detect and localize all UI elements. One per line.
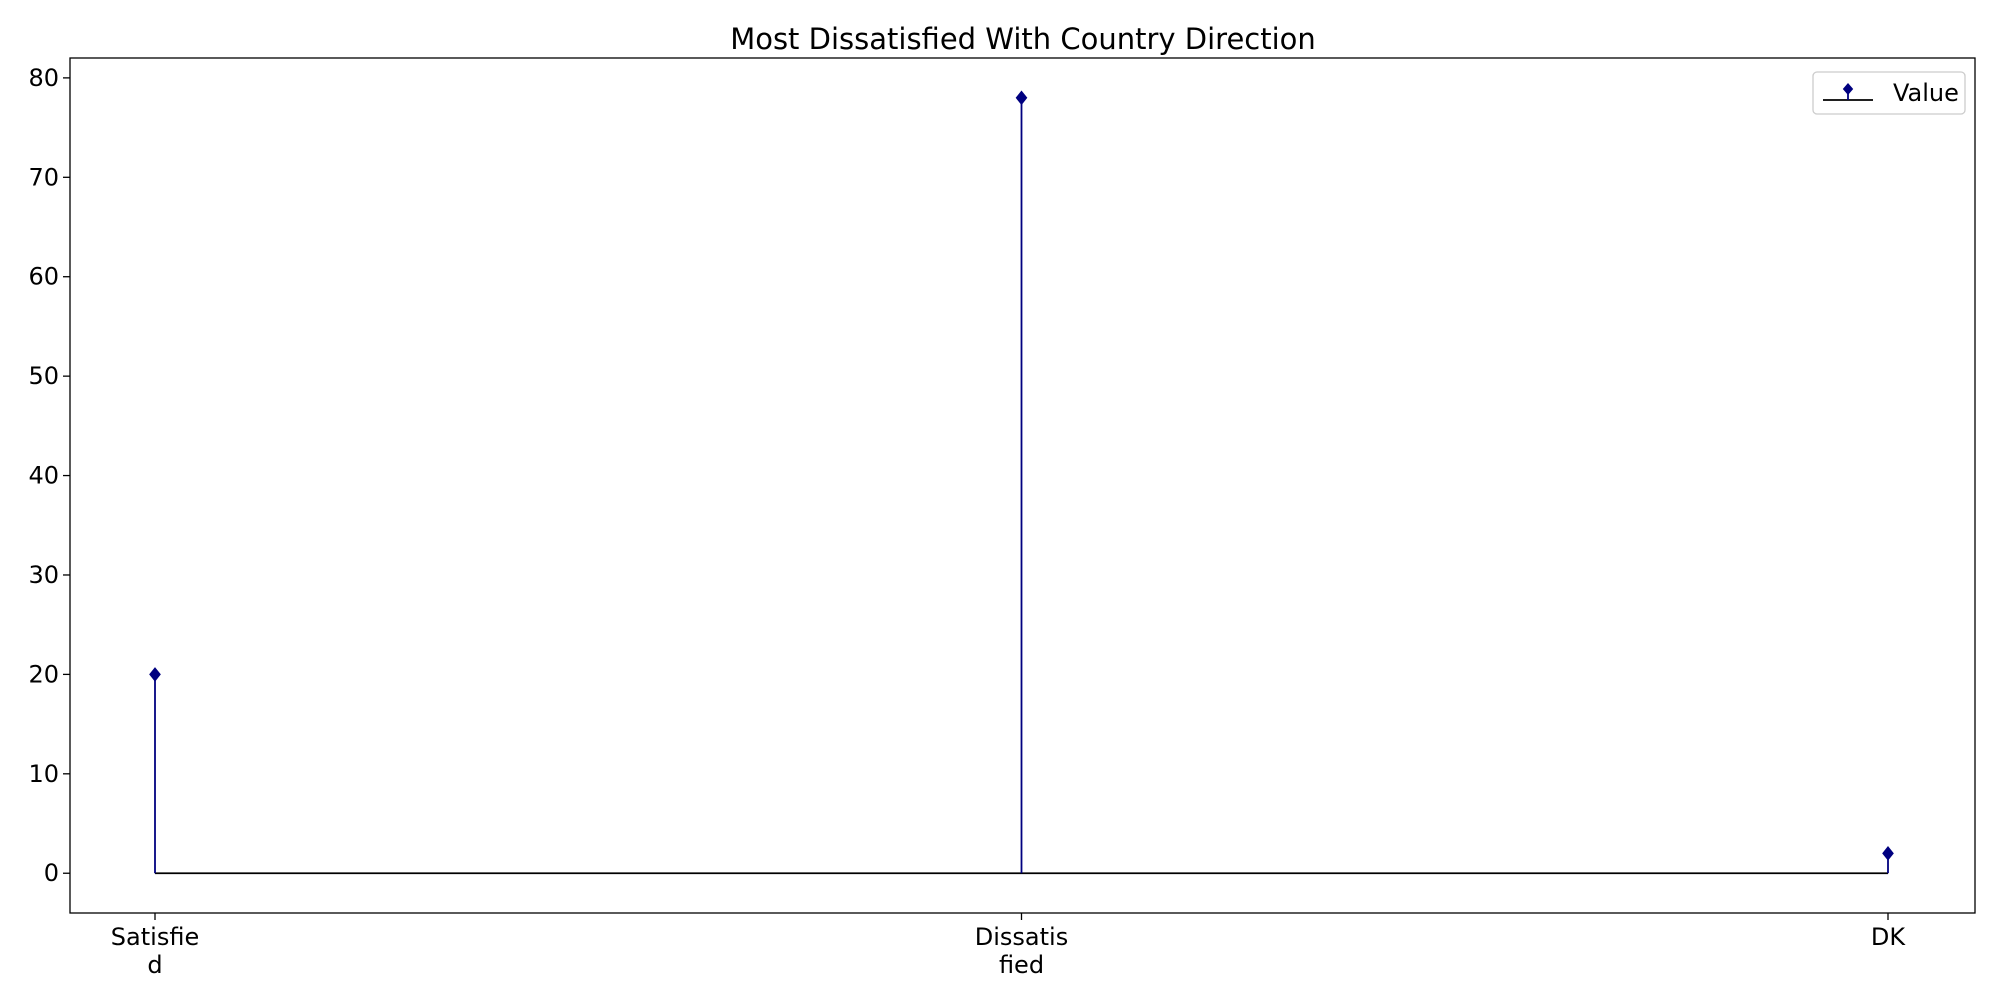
y-tick-label: 40 [28, 462, 59, 490]
y-tick-label: 50 [28, 362, 59, 390]
legend-marker-swatch [1842, 83, 1854, 95]
stem-marker [1882, 846, 1894, 861]
axes-frame [69, 57, 1976, 914]
plot-area: 0 10 20 30 40 50 60 70 80 Satisfie d Dissatis fied DK [28, 57, 1976, 979]
legend-label: Value [1893, 79, 1959, 107]
x-tick-label: Dissatis fied [975, 923, 1068, 979]
x-tick-label: DK [1871, 923, 1906, 951]
y-tick-label: 10 [28, 760, 59, 788]
legend-box [1812, 71, 1966, 115]
y-tick-label: 80 [28, 64, 59, 92]
y-tick-label: 0 [44, 859, 59, 887]
legend: Value [1812, 71, 1966, 115]
y-tick-label: 70 [28, 163, 59, 191]
stem-marker [149, 667, 161, 682]
chart-title: Most Dissatisfied With Country Direction [730, 22, 1316, 56]
y-tick-label: 60 [28, 263, 59, 291]
y-tick-label: 30 [28, 561, 59, 589]
x-tick-label: Satisfie d [111, 923, 199, 979]
stem-marker [1015, 90, 1028, 106]
y-tick-label: 20 [28, 660, 59, 688]
